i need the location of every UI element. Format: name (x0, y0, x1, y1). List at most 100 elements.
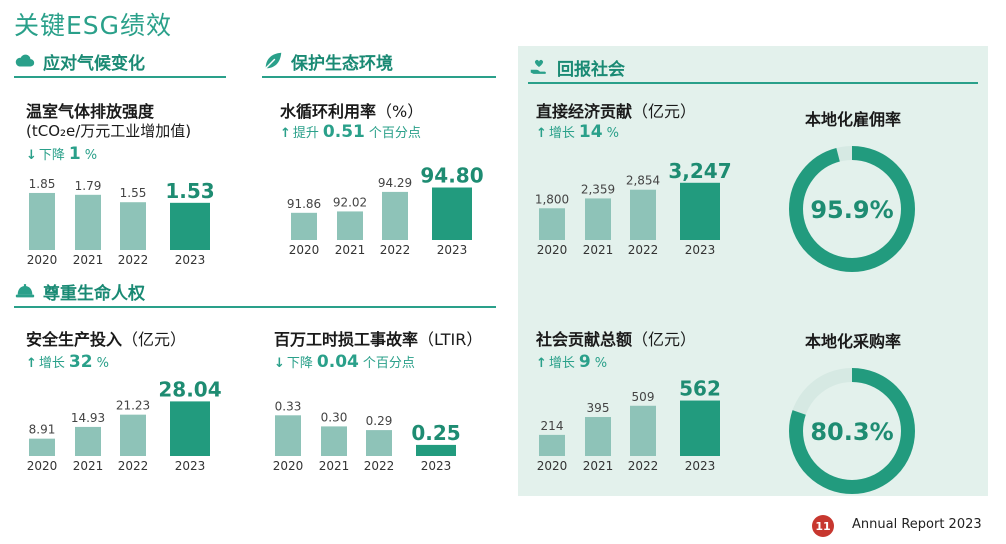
trend: ↑ 增长 14 % (536, 122, 619, 142)
section-social: 回报社会 (528, 52, 978, 84)
bar-2020 (275, 415, 301, 456)
category-label-2020: 2020 (27, 459, 58, 473)
value-label-2020: 91.86 (287, 197, 321, 211)
category-label-2023: 2023 (685, 459, 716, 473)
section-title: 保护生态环境 (291, 53, 393, 74)
category-label-2022: 2022 (118, 253, 149, 267)
bar-2020 (29, 192, 55, 250)
value-label-2023: 94.80 (420, 164, 483, 188)
donut-value: 80.3% (810, 418, 893, 446)
trend: ↓ 下降 1 % (26, 144, 97, 164)
metric-econ: 直接经济贡献（亿元） ↑ 增长 14 % (536, 98, 756, 158)
arrow-down-icon: ↓ (274, 356, 285, 371)
bar-2023 (170, 401, 210, 456)
value-label-2020: 8.91 (29, 423, 56, 437)
value-label-2020: 1.85 (29, 177, 56, 191)
bar-2022 (120, 414, 146, 456)
category-label-2023: 2023 (421, 459, 452, 473)
value-label-2023: 0.25 (411, 421, 460, 445)
category-label-2023: 2023 (175, 253, 206, 267)
value-label-2022: 0.29 (366, 414, 393, 428)
bar-chart-econ: 1,800 2020 2,359 2021 2,854 2022 3,247 2023 (530, 159, 732, 260)
trend-value: 9 (578, 352, 591, 372)
metric-title: 水循环利用率（%） (280, 102, 424, 121)
category-label-2022: 2022 (380, 243, 411, 257)
bar-2020 (539, 208, 565, 240)
category-label-2022: 2022 (628, 243, 659, 257)
trend-prefix: 下降 (286, 356, 313, 371)
bar-2022 (630, 189, 656, 240)
category-label-2020: 2020 (27, 253, 58, 267)
value-label-2020: 1,800 (535, 192, 569, 206)
category-label-2021: 2021 (73, 459, 104, 473)
bar-2022 (366, 430, 392, 456)
metric-ghg: 温室气体排放强度 (tCO₂e/万元工业增加值) ↓ 下降 1 % (26, 98, 236, 268)
bar-chart-ltir: 0.33 2020 0.30 2021 0.29 2022 0.25 2023 (266, 376, 466, 476)
category-label-2020: 2020 (537, 243, 568, 257)
bar-2021 (585, 198, 611, 240)
bar-chart-contrib: 214 2020 395 2021 509 2022 562 2023 (530, 376, 730, 476)
bar-2020 (291, 212, 317, 240)
value-label-2023: 562 (679, 377, 721, 401)
metric-water: 水循环利用率（%） ↑ 提升 0.51 个百分点 (280, 98, 500, 158)
donut-title-local-hire: 本地化雇佣率 (804, 110, 901, 129)
category-label-2020: 2020 (273, 459, 304, 473)
arrow-up-icon: ↑ (280, 126, 291, 141)
trend-suffix: % (594, 356, 608, 371)
value-label-2022: 2,854 (626, 174, 660, 188)
metric-unit: （%） (376, 102, 424, 121)
metric-title: 百万工时损工事故率（LTIR） (274, 330, 483, 349)
metric-safety-invest: 安全生产投入（亿元） ↑ 增长 32 % (26, 326, 246, 386)
section-title: 回报社会 (557, 59, 625, 80)
metric-title: 温室气体排放强度 (26, 102, 155, 121)
trend-suffix: % (96, 356, 109, 371)
category-label-2023: 2023 (437, 243, 468, 257)
donut-arc (789, 146, 915, 272)
bar-2021 (75, 426, 101, 456)
section-title: 尊重生命人权 (43, 283, 145, 304)
metric-unit: （亿元） (122, 330, 187, 349)
trend-prefix: 增长 (38, 356, 65, 371)
trend-prefix: 增长 (548, 126, 575, 141)
category-label-2021: 2021 (583, 459, 614, 473)
arrow-up-icon: ↑ (536, 356, 547, 371)
category-label-2020: 2020 (537, 459, 568, 473)
section-climate: 应对气候变化 (14, 46, 226, 78)
arrow-down-icon: ↓ (26, 148, 37, 163)
trend-value: 0.51 (322, 122, 365, 142)
page-number-badge: 11 (812, 515, 834, 537)
trend-prefix: 提升 (292, 126, 319, 141)
metric-ltir: 百万工时损工事故率（LTIR） ↓ 下降 0.04 个百分点 (274, 326, 506, 386)
trend-value: 1 (68, 144, 81, 164)
bar-2022 (382, 191, 408, 240)
bar-2023 (170, 202, 210, 250)
metric-title: 社会贡献总额（亿元） (536, 330, 697, 349)
value-label-2023: 3,247 (668, 159, 731, 183)
trend: ↓ 下降 0.04 个百分点 (274, 352, 415, 372)
value-label-2021: 2,359 (581, 182, 615, 196)
value-label-2021: 395 (587, 401, 610, 415)
metric-unit: （亿元） (632, 102, 697, 121)
arrow-up-icon: ↑ (536, 126, 547, 141)
bar-2023 (680, 182, 720, 240)
trend-value: 14 (578, 122, 603, 142)
trend: ↑ 增长 32 % (26, 352, 109, 372)
value-label-2020: 214 (541, 419, 564, 433)
arrow-up-icon: ↑ (26, 356, 37, 371)
category-label-2021: 2021 (319, 459, 350, 473)
value-label-2021: 14.93 (71, 411, 105, 425)
page-title: 关键ESG绩效 (14, 11, 173, 40)
bar-2023 (680, 400, 720, 456)
bar-2021 (321, 426, 347, 456)
donut-value: 95.9% (810, 196, 893, 224)
bar-2022 (630, 405, 656, 456)
bar-2022 (120, 202, 146, 250)
donut-local-buy: 80.3% (787, 366, 917, 496)
category-label-2022: 2022 (364, 459, 395, 473)
bar-2023 (416, 444, 456, 456)
trend: ↑ 增长 9 % (536, 352, 607, 372)
category-label-2020: 2020 (289, 243, 320, 257)
value-label-2023: 28.04 (158, 377, 221, 401)
bar-2021 (75, 194, 101, 250)
donut-arc (789, 368, 915, 494)
